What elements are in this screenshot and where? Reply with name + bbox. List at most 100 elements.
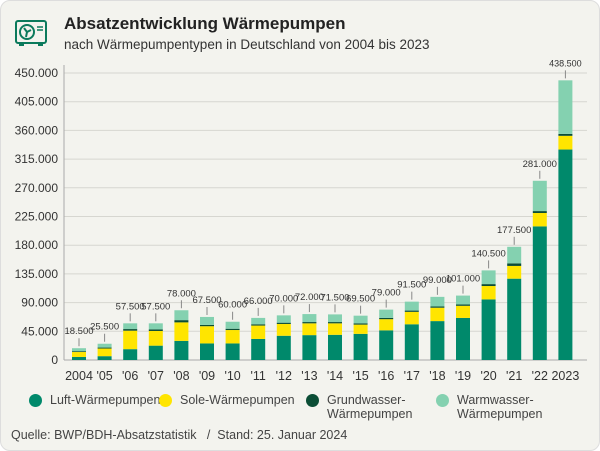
bar-segment: [174, 340, 189, 360]
total-label: 177.500: [497, 225, 531, 236]
legend-swatch: [306, 394, 319, 407]
total-label: 60.000: [218, 300, 247, 311]
bar-segment: [72, 351, 86, 353]
bar-segment: [430, 307, 445, 322]
bar-segment: [328, 334, 342, 360]
total-label: 66.000: [244, 296, 273, 307]
bar-segment: [532, 212, 547, 227]
chart-title: Absatzentwicklung Wärmepumpen: [64, 14, 346, 33]
bar-segment: [456, 304, 470, 306]
bar-segment: [225, 328, 240, 331]
legend-item: Warmwasser- Wärmepumpen: [436, 393, 542, 421]
bar-segment: [97, 356, 112, 360]
bar-segment: [328, 322, 342, 324]
x-tick-label: '13: [301, 369, 317, 383]
bar-segment: [276, 323, 291, 336]
legend-item: Sole-Wärmepumpen: [159, 393, 295, 407]
bar-segment: [430, 296, 445, 307]
total-label: 57.500: [116, 301, 145, 312]
y-tick-label: 45.000: [21, 324, 58, 338]
y-tick-label: 0: [51, 353, 58, 367]
bar-segment: [72, 348, 86, 352]
x-tick-label: '16: [378, 369, 394, 383]
bar-segment: [123, 329, 138, 331]
bar-segment: [558, 133, 573, 136]
bar-segment: [353, 333, 368, 360]
total-label: 69.500: [346, 294, 375, 305]
y-tick-label: 180.000: [15, 238, 59, 252]
bar-segment: [328, 314, 342, 323]
y-tick-label: 360.000: [15, 123, 59, 137]
x-tick-label: '08: [173, 369, 189, 383]
bar-segment: [456, 295, 470, 305]
bar-segment: [456, 317, 470, 360]
y-tick-label: 90.000: [21, 296, 58, 310]
x-tick-label: '11: [251, 369, 266, 383]
bar-segment: [507, 265, 522, 279]
bar-segment: [148, 345, 163, 360]
total-label: 71.500: [320, 292, 349, 303]
bar-segment: [404, 310, 419, 312]
bar-segment: [430, 321, 445, 360]
bar-segment: [97, 343, 112, 348]
bar-segment: [97, 347, 112, 349]
total-label: 99.000: [423, 275, 452, 286]
x-tick-label: '14: [327, 369, 343, 383]
bar-segment: [353, 324, 368, 334]
legend-item: Luft-Wärmepumpen: [29, 393, 160, 407]
source-note: Quelle: BWP/BDH-Absatzstatistik / Stand:…: [11, 428, 348, 442]
x-tick-label: '09: [199, 369, 215, 383]
legend-swatch: [436, 394, 449, 407]
bar-segment: [507, 263, 522, 266]
x-tick-label: '19: [455, 369, 471, 383]
bar-segment: [123, 330, 138, 350]
total-label: 79.000: [372, 288, 401, 299]
bar-segment: [353, 315, 368, 324]
total-label: 438.500: [549, 58, 582, 68]
bar-segment: [251, 324, 266, 326]
x-tick-label: '20: [480, 369, 496, 383]
bar-segment: [481, 286, 496, 300]
bar-segment: [97, 348, 112, 357]
bar-segment: [558, 149, 573, 360]
bar-segment: [251, 317, 266, 325]
stacked-bar-chart: 0 45.000 90.000 135.000 180.000 225.000 270.00…: [15, 58, 587, 383]
bar-segment: [174, 322, 189, 341]
bar-segment: [148, 323, 163, 330]
bar-segment: [456, 305, 470, 318]
bar-segment: [302, 314, 317, 323]
bar-segment: [379, 317, 394, 320]
bar-segment: [200, 324, 214, 327]
x-tick-label: '10: [224, 369, 240, 383]
bar-segment: [225, 330, 240, 344]
bar-segment: [532, 226, 547, 360]
total-label: 57.500: [141, 301, 170, 312]
y-tick-label: 135.000: [15, 267, 59, 281]
x-tick-label: '05: [96, 369, 112, 383]
bar-segment: [404, 311, 419, 325]
bar-segment: [200, 326, 214, 344]
total-label: 67.500: [192, 295, 221, 306]
total-label: 70.000: [269, 293, 298, 304]
bar-segment: [148, 330, 163, 346]
bar-segment: [276, 315, 291, 323]
bar-segment: [276, 322, 291, 324]
bar-segment: [532, 180, 547, 212]
x-tick-label: '22: [532, 369, 548, 383]
bar-segment: [72, 356, 86, 360]
bar-segment: [174, 310, 189, 321]
bar-segment: [148, 329, 163, 331]
total-label: 72.000: [295, 292, 324, 303]
bar-segment: [225, 321, 240, 329]
total-label: 281.000: [523, 159, 557, 170]
bar-segment: [276, 335, 291, 360]
x-tick-label: '18: [429, 369, 445, 383]
x-tick-label: 2023: [551, 369, 579, 383]
bar-segment: [328, 323, 342, 335]
bar-segment: [72, 352, 86, 357]
bar-segment: [507, 278, 522, 360]
bar-segment: [481, 284, 496, 287]
bar-segment: [200, 316, 214, 325]
bar-segment: [558, 80, 573, 134]
